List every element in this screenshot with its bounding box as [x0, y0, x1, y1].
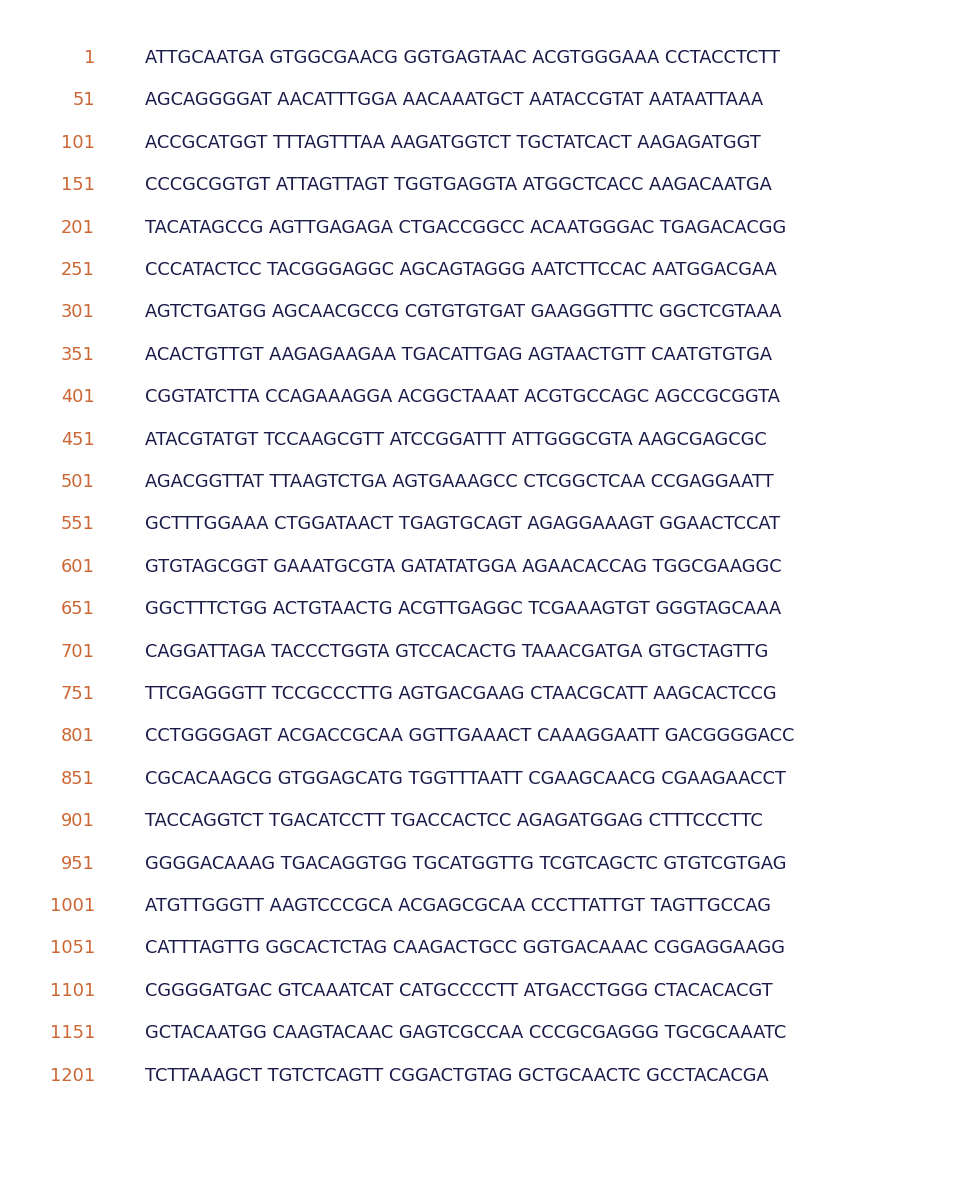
Text: CGGTATCTTA CCAGAAAGGA ACGGCTAAAT ACGTGCCAGC AGCCGCGGTA: CGGTATCTTA CCAGAAAGGA ACGGCTAAAT ACGTGCC… [145, 388, 779, 407]
Text: 901: 901 [61, 812, 95, 830]
Text: 701: 701 [61, 643, 95, 660]
Text: 151: 151 [61, 176, 95, 195]
Text: CCTGGGGAGT ACGACCGCAA GGTTGAAACT CAAAGGAATT GACGGGGACC: CCTGGGGAGT ACGACCGCAA GGTTGAAACT CAAAGGA… [145, 727, 793, 745]
Text: 51: 51 [72, 92, 95, 110]
Text: ACCGCATGGT TTTAGTTTAA AAGATGGTCT TGCTATCACT AAGAGATGGT: ACCGCATGGT TTTAGTTTAA AAGATGGTCT TGCTATC… [145, 133, 760, 152]
Text: 351: 351 [61, 345, 95, 364]
Text: 1151: 1151 [50, 1025, 95, 1042]
Text: 501: 501 [61, 473, 95, 490]
Text: 601: 601 [61, 558, 95, 575]
Text: TACCAGGTCT TGACATCCTT TGACCACTCC AGAGATGGAG CTTTCCCTTC: TACCAGGTCT TGACATCCTT TGACCACTCC AGAGATG… [145, 812, 762, 830]
Text: CATTTAGTTG GGCACTCTAG CAAGACTGCC GGTGACAAAC CGGAGGAAGG: CATTTAGTTG GGCACTCTAG CAAGACTGCC GGTGACA… [145, 940, 784, 957]
Text: ACACTGTTGT AAGAGAAGAA TGACATTGAG AGTAACTGTT CAATGTGTGA: ACACTGTTGT AAGAGAAGAA TGACATTGAG AGTAACT… [145, 345, 772, 364]
Text: AGCAGGGGAT AACATTTGGA AACAAATGCT AATACCGTAT AATAATTAAA: AGCAGGGGAT AACATTTGGA AACAAATGCT AATACCG… [145, 92, 762, 110]
Text: 751: 751 [61, 685, 95, 703]
Text: GGGGACAAAG TGACAGGTGG TGCATGGTTG TCGTCAGCTC GTGTCGTGAG: GGGGACAAAG TGACAGGTGG TGCATGGTTG TCGTCAG… [145, 855, 785, 872]
Text: 551: 551 [61, 515, 95, 533]
Text: AGACGGTTAT TTAAGTCTGA AGTGAAAGCC CTCGGCTCAA CCGAGGAATT: AGACGGTTAT TTAAGTCTGA AGTGAAAGCC CTCGGCT… [145, 473, 773, 490]
Text: GCTTTGGAAA CTGGATAACT TGAGTGCAGT AGAGGAAAGT GGAACTCCAT: GCTTTGGAAA CTGGATAACT TGAGTGCAGT AGAGGAA… [145, 515, 779, 533]
Text: TTCGAGGGTT TCCGCCCTTG AGTGACGAAG CTAACGCATT AAGCACTCCG: TTCGAGGGTT TCCGCCCTTG AGTGACGAAG CTAACGC… [145, 685, 776, 703]
Text: 1: 1 [83, 50, 95, 67]
Text: 951: 951 [61, 855, 95, 872]
Text: 301: 301 [61, 303, 95, 322]
Text: TCTTAAAGCT TGTCTCAGTT CGGACTGTAG GCTGCAACTC GCCTACACGA: TCTTAAAGCT TGTCTCAGTT CGGACTGTAG GCTGCAA… [145, 1067, 768, 1085]
Text: 1051: 1051 [50, 940, 95, 957]
Text: 801: 801 [61, 727, 95, 745]
Text: GCTACAATGG CAAGTACAAC GAGTCGCCAA CCCGCGAGGG TGCGCAAATC: GCTACAATGG CAAGTACAAC GAGTCGCCAA CCCGCGA… [145, 1025, 785, 1042]
Text: 851: 851 [61, 770, 95, 788]
Text: GGCTTTCTGG ACTGTAACTG ACGTTGAGGC TCGAAAGTGT GGGTAGCAAA: GGCTTTCTGG ACTGTAACTG ACGTTGAGGC TCGAAAG… [145, 600, 780, 618]
Text: TACATAGCCG AGTTGAGAGA CTGACCGGCC ACAATGGGAC TGAGACACGG: TACATAGCCG AGTTGAGAGA CTGACCGGCC ACAATGG… [145, 218, 785, 237]
Text: AGTCTGATGG AGCAACGCCG CGTGTGTGAT GAAGGGTTTC GGCTCGTAAA: AGTCTGATGG AGCAACGCCG CGTGTGTGAT GAAGGGT… [145, 303, 780, 322]
Text: ATACGTATGT TCCAAGCGTT ATCCGGATTT ATTGGGCGTA AAGCGAGCGC: ATACGTATGT TCCAAGCGTT ATCCGGATTT ATTGGGC… [145, 430, 766, 448]
Text: 1201: 1201 [50, 1067, 95, 1085]
Text: 101: 101 [61, 133, 95, 152]
Text: CGGGGATGAC GTCAAATCAT CATGCCCCTT ATGACCTGGG CTACACACGT: CGGGGATGAC GTCAAATCAT CATGCCCCTT ATGACCT… [145, 982, 772, 1000]
Text: 251: 251 [61, 261, 95, 279]
Text: 1101: 1101 [50, 982, 95, 1000]
Text: 1001: 1001 [50, 897, 95, 915]
Text: GTGTAGCGGT GAAATGCGTA GATATATGGA AGAACACCAG TGGCGAAGGC: GTGTAGCGGT GAAATGCGTA GATATATGGA AGAACAC… [145, 558, 780, 575]
Text: 651: 651 [61, 600, 95, 618]
Text: CCCATACTCC TACGGGAGGC AGCAGTAGGG AATCTTCCAC AATGGACGAA: CCCATACTCC TACGGGAGGC AGCAGTAGGG AATCTTC… [145, 261, 776, 279]
Text: 401: 401 [62, 388, 95, 407]
Text: CGCACAAGCG GTGGAGCATG TGGTTTAATT CGAAGCAACG CGAAGAACCT: CGCACAAGCG GTGGAGCATG TGGTTTAATT CGAAGCA… [145, 770, 785, 788]
Text: 201: 201 [61, 218, 95, 237]
Text: ATTGCAATGA GTGGCGAACG GGTGAGTAAC ACGTGGGAAA CCTACCTCTT: ATTGCAATGA GTGGCGAACG GGTGAGTAAC ACGTGGG… [145, 50, 779, 67]
Text: CAGGATTAGA TACCCTGGTA GTCCACACTG TAAACGATGA GTGCTAGTTG: CAGGATTAGA TACCCTGGTA GTCCACACTG TAAACGA… [145, 643, 768, 660]
Text: CCCGCGGTGT ATTAGTTAGT TGGTGAGGTA ATGGCTCACC AAGACAATGA: CCCGCGGTGT ATTAGTTAGT TGGTGAGGTA ATGGCTC… [145, 176, 771, 195]
Text: 451: 451 [62, 430, 95, 448]
Text: ATGTTGGGTT AAGTCCCGCA ACGAGCGCAA CCCTTATTGT TAGTTGCCAG: ATGTTGGGTT AAGTCCCGCA ACGAGCGCAA CCCTTAT… [145, 897, 771, 915]
